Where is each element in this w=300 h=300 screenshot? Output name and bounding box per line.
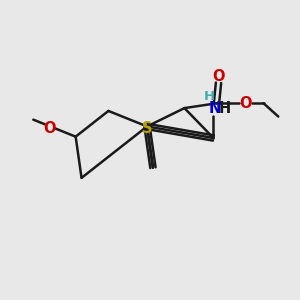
Text: S: S [142, 121, 152, 136]
Text: O: O [212, 69, 225, 84]
Text: O: O [43, 121, 56, 136]
Text: H: H [203, 90, 214, 103]
Text: H: H [219, 101, 231, 116]
Text: O: O [240, 96, 252, 111]
Text: N: N [209, 101, 221, 116]
